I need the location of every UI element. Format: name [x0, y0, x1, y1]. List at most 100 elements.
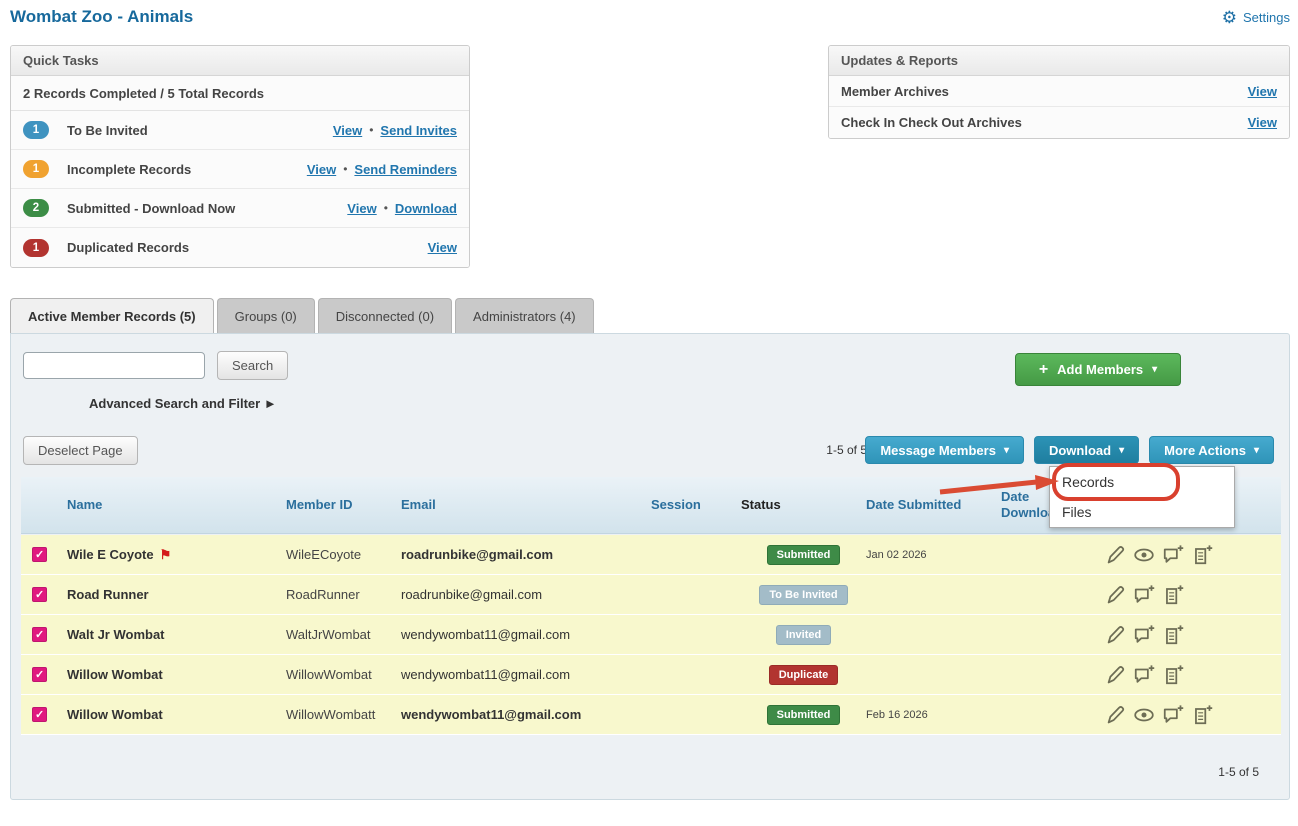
menu-item-files[interactable]: Files [1062, 504, 1092, 520]
row-checkbox[interactable] [32, 667, 47, 682]
more-actions-button[interactable]: More Actions ▾ [1149, 436, 1274, 464]
edit-pencil-icon[interactable] [1104, 664, 1126, 686]
table-row: Walt Jr Wombat WaltJrWombat wendywombat1… [21, 615, 1281, 655]
updates-reports-title: Updates & Reports [829, 46, 1289, 76]
view-eye-icon[interactable] [1133, 544, 1155, 566]
date-submitted: Jan 02 2026 [866, 548, 927, 561]
edit-pencil-icon[interactable] [1104, 624, 1126, 646]
view-link[interactable]: View [306, 161, 337, 177]
download-link[interactable]: Download [394, 200, 457, 216]
status-badge: To Be Invited [759, 584, 848, 605]
column-email[interactable]: Email [401, 496, 436, 512]
add-comment-icon[interactable] [1162, 544, 1184, 566]
plus-icon: + [1038, 360, 1049, 378]
table-body: Wile E Coyote ⚑ WileECoyote roadrunbike@… [21, 535, 1281, 735]
member-id: WillowWombat [286, 667, 372, 682]
advanced-search-toggle[interactable]: Advanced Search and Filter ► [89, 396, 277, 411]
search-input[interactable] [23, 352, 205, 379]
search-button[interactable]: Search [217, 351, 289, 380]
add-note-icon[interactable] [1162, 584, 1184, 606]
member-email: roadrunbike@gmail.com [401, 587, 543, 602]
view-link[interactable]: View [347, 200, 377, 216]
deselect-page-button[interactable]: Deselect Page [23, 436, 138, 465]
status-badge: Submitted [766, 704, 841, 725]
tab-disconnected[interactable]: Disconnected (0) [317, 298, 453, 333]
member-email: roadrunbike@gmail.com [401, 547, 554, 562]
row-checkbox[interactable] [32, 627, 47, 642]
add-note-icon[interactable] [1162, 664, 1184, 686]
caret-down-icon: ▾ [1003, 444, 1009, 456]
column-member-id[interactable]: Member ID [286, 496, 353, 512]
edit-pencil-icon[interactable] [1104, 544, 1126, 566]
quick-tasks-title: Quick Tasks [11, 46, 469, 76]
add-comment-icon[interactable] [1133, 584, 1155, 606]
add-comment-icon[interactable] [1162, 704, 1184, 726]
column-name[interactable]: Name [67, 496, 103, 512]
count-badge-green: 2 [23, 199, 49, 217]
view-link[interactable]: View [1247, 83, 1277, 99]
bullet-separator: • [343, 162, 348, 176]
add-members-label: Add Members [1057, 362, 1144, 377]
download-dropdown-menu: Records Files [1049, 466, 1235, 528]
view-link[interactable]: View [332, 122, 363, 138]
member-name[interactable]: Willow Wombat [67, 707, 163, 722]
status-badge: Duplicate [768, 664, 839, 685]
action-buttons: Message Members ▾ Download ▾ More Action… [865, 436, 1274, 464]
download-button[interactable]: Download ▾ [1033, 436, 1140, 464]
send-reminders-link[interactable]: Send Reminders [354, 161, 457, 177]
member-id: RoadRunner [286, 587, 360, 602]
row-checkbox[interactable] [32, 707, 47, 722]
record-range-footer: 1-5 of 5 [1218, 765, 1259, 779]
status-badge: Invited [775, 624, 832, 645]
member-name[interactable]: Wile E Coyote [67, 547, 154, 562]
member-id: WaltJrWombat [286, 627, 371, 642]
page-title: Wombat Zoo - Animals [10, 7, 194, 26]
view-eye-icon[interactable] [1133, 704, 1155, 726]
tab-administrators[interactable]: Administrators (4) [455, 298, 594, 333]
edit-pencil-icon[interactable] [1104, 584, 1126, 606]
row-checkbox[interactable] [32, 547, 47, 562]
check-in-out-archives-row: Check In Check Out Archives View [829, 107, 1289, 138]
tab-active-member-records[interactable]: Active Member Records (5) [10, 298, 214, 333]
count-badge-orange: 1 [23, 160, 49, 178]
quick-task-row-incomplete: 1 Incomplete Records View • Send Reminde… [11, 150, 469, 189]
quick-task-label: Incomplete Records [67, 161, 192, 177]
member-id: WileECoyote [286, 547, 362, 562]
send-invites-link[interactable]: Send Invites [380, 122, 457, 138]
view-link[interactable]: View [1247, 115, 1277, 130]
record-range-label: 1-5 of 5 [826, 443, 867, 457]
column-date-submitted[interactable]: Date Submitted [866, 496, 962, 512]
member-name[interactable]: Road Runner [67, 587, 149, 602]
tab-groups[interactable]: Groups (0) [216, 298, 315, 333]
member-email: wendywombat11@gmail.com [401, 707, 582, 722]
tab-bar: Active Member Records (5) Groups (0) Dis… [10, 298, 594, 333]
add-note-icon[interactable] [1162, 624, 1184, 646]
member-archives-row: Member Archives View [829, 76, 1289, 107]
quick-task-row-duplicated: 1 Duplicated Records View [11, 228, 469, 267]
table-row: Willow Wombat WillowWombat wendywombat11… [21, 655, 1281, 695]
gear-icon: ⚙ [1221, 8, 1238, 27]
view-link[interactable]: View [427, 240, 457, 255]
add-members-button[interactable]: + Add Members ▾ [1015, 353, 1181, 386]
count-badge-red: 1 [23, 238, 49, 257]
caret-down-icon: ▾ [1253, 444, 1259, 456]
flag-icon: ⚑ [159, 546, 172, 562]
member-id: WillowWombatt [286, 707, 376, 722]
table-row: Willow Wombat WillowWombatt wendywombat1… [21, 695, 1281, 735]
member-email: wendywombat11@gmail.com [401, 627, 571, 642]
member-name[interactable]: Walt Jr Wombat [67, 627, 165, 642]
add-note-icon[interactable] [1191, 544, 1213, 566]
member-name[interactable]: Willow Wombat [67, 667, 163, 682]
message-members-button[interactable]: Message Members ▾ [865, 436, 1024, 464]
add-note-icon[interactable] [1191, 704, 1213, 726]
member-records-panel: Search Advanced Search and Filter ► + Ad… [10, 333, 1290, 800]
menu-item-records[interactable]: Records [1062, 474, 1115, 490]
row-checkbox[interactable] [32, 587, 47, 602]
settings-button[interactable]: ⚙ Settings [1222, 9, 1290, 26]
quick-task-label: Duplicated Records [67, 240, 190, 255]
add-comment-icon[interactable] [1133, 624, 1155, 646]
add-comment-icon[interactable] [1133, 664, 1155, 686]
message-members-label: Message Members [880, 442, 996, 458]
edit-pencil-icon[interactable] [1104, 704, 1126, 726]
column-session[interactable]: Session [651, 496, 701, 512]
